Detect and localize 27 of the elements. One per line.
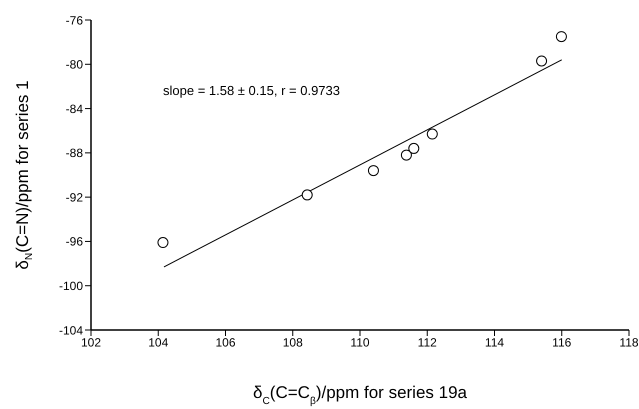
- x-tick-label: 110: [350, 336, 370, 350]
- x-tick-label: 106: [215, 336, 236, 350]
- point: [157, 237, 168, 248]
- point: [408, 142, 420, 154]
- x-tick-label: 108: [282, 336, 304, 350]
- point: [536, 55, 548, 66]
- annotation: slope = 1.58 ± 0.15, r = 0.9733: [163, 83, 340, 98]
- point: [426, 128, 438, 140]
- x-tick-label: 116: [552, 336, 572, 350]
- point: [400, 150, 412, 161]
- x-tick-label: 102: [80, 336, 102, 350]
- point: [302, 189, 313, 200]
- y-tick-label: -92: [66, 190, 84, 204]
- x-tick-label: 114: [484, 336, 504, 350]
- point: [368, 165, 379, 176]
- y-tick-label: -80: [66, 58, 84, 72]
- y-tick-label: -88: [66, 146, 84, 160]
- y-tick-label: -104: [58, 323, 84, 338]
- x-tick-label: 112: [418, 336, 438, 350]
- y-tick-label: -96: [66, 234, 84, 249]
- y-tick-label: -76: [66, 13, 84, 28]
- x-axis-title: δ$_{C}$(C=C$_{β}$)/ppm for series 19a: [252, 383, 468, 406]
- point: [556, 31, 567, 42]
- x-tick-label: 104: [148, 336, 169, 350]
- y-tick-label: -100: [58, 278, 84, 293]
- x-tick-label: 118: [619, 336, 639, 350]
- y-tick-label: -84: [66, 102, 84, 116]
